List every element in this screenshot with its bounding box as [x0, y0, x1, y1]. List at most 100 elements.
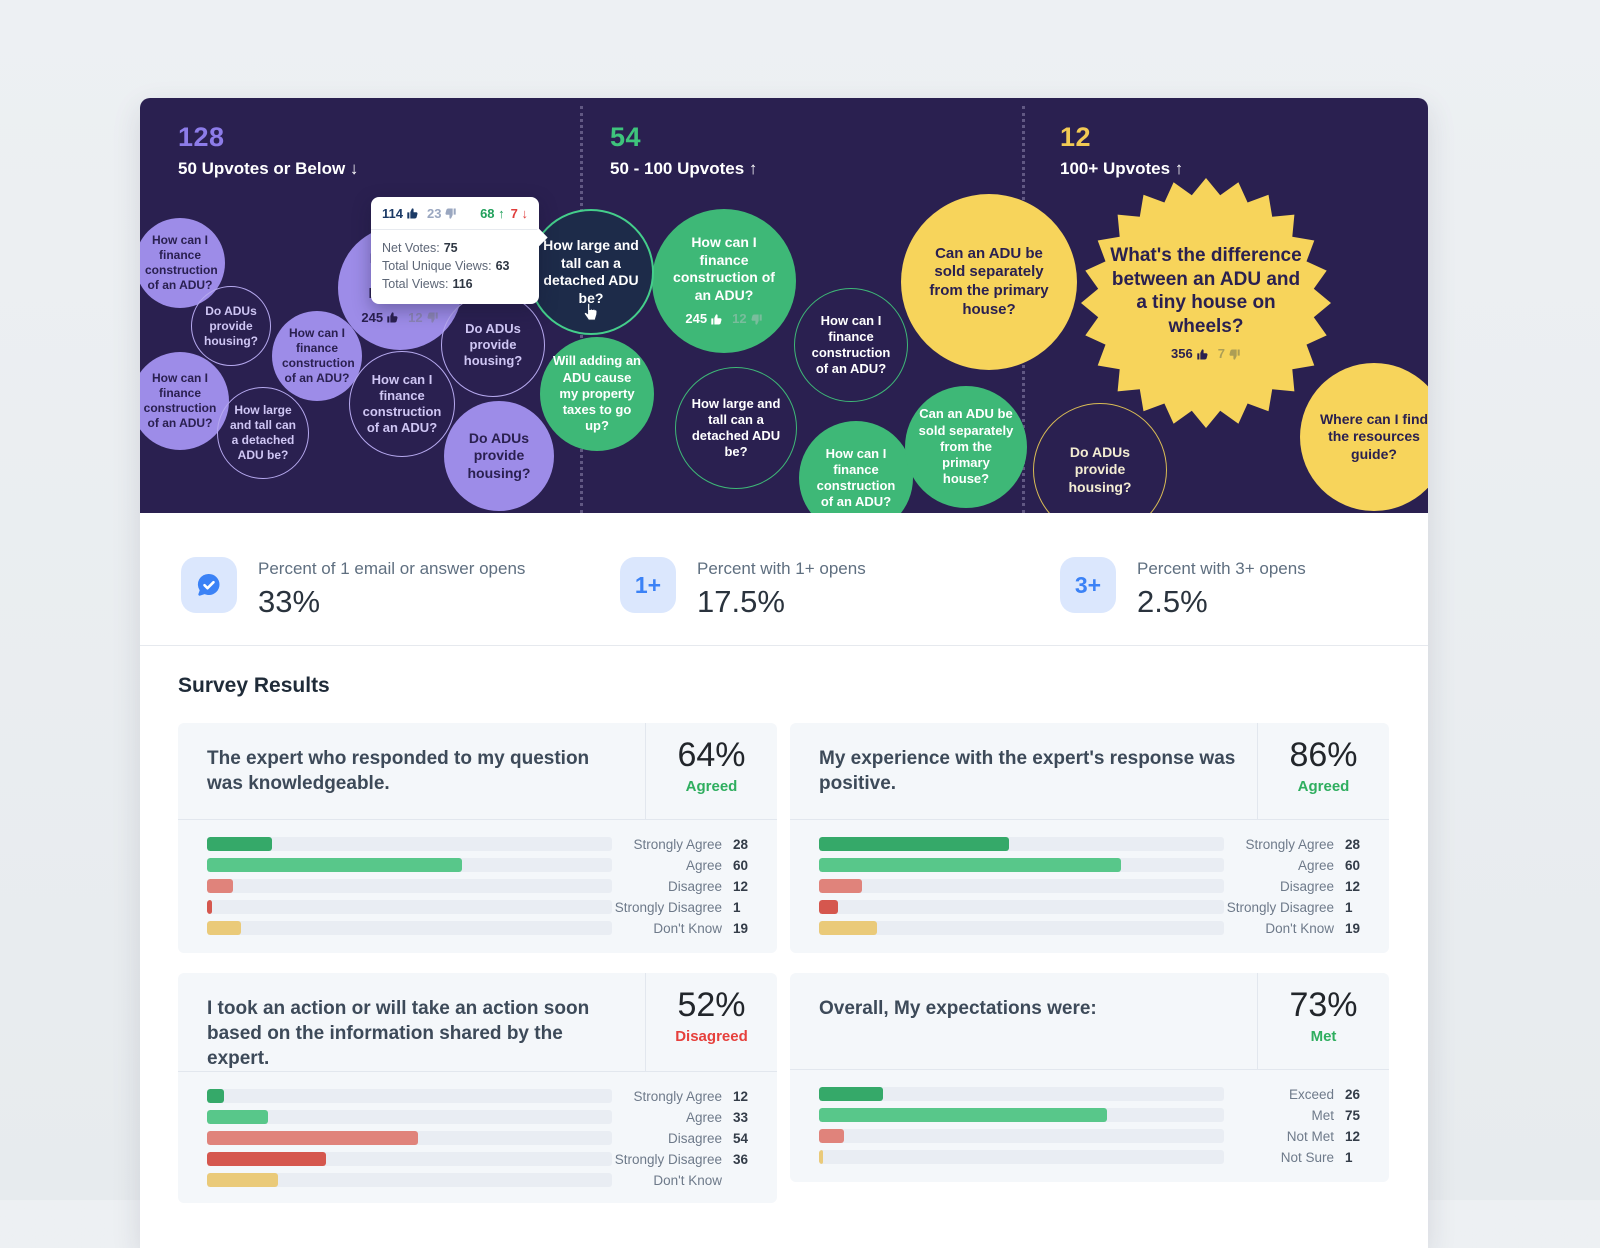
survey-bar-row: Strongly Disagree 36: [207, 1152, 759, 1167]
stat-label: Percent with 1+ opens: [697, 559, 866, 578]
survey-results-title: Survey Results: [178, 674, 330, 697]
thumbs-down-count: 7: [1218, 346, 1241, 362]
bar-value: 33: [733, 1109, 749, 1125]
survey-question: Overall, My expectations were:: [819, 998, 1097, 1019]
bar-label: Strongly Agree: [633, 1088, 722, 1104]
survey-question: The expert who responded to my question …: [207, 748, 590, 795]
bubble-question-text: Do ADUs provide housing?: [204, 303, 258, 348]
survey-bar-row: Agree 60: [207, 857, 759, 873]
tooltip-upvotes: 114: [382, 206, 419, 221]
question-bubble[interactable]: How can I finance construction of an ADU…: [140, 352, 229, 450]
bar-track: [207, 1173, 612, 1188]
question-bubble[interactable]: How can I finance construction of an ADU…: [349, 351, 455, 457]
bar-label: Exceed: [1288, 1086, 1334, 1102]
bar-value: 28: [733, 836, 749, 852]
bar-track: [207, 1110, 612, 1125]
group-count: 12: [1060, 122, 1092, 152]
bar-track: [207, 1089, 612, 1104]
bubble-question-text: How can I finance construction of an ADU…: [282, 326, 355, 385]
bar-fill: [819, 879, 862, 893]
bar-label: Strongly Disagree: [614, 899, 722, 915]
bar-fill: [207, 879, 233, 893]
survey-percent: 73%: [1289, 986, 1358, 1024]
survey-bar-row: Strongly Agree 12: [207, 1088, 759, 1104]
survey-percent-block: 86% Agreed: [1257, 723, 1389, 819]
bar-label: Disagree: [1279, 878, 1334, 894]
question-bubble[interactable]: Do ADUs provide housing?: [444, 401, 554, 511]
bar-label: Not Sure: [1280, 1149, 1334, 1165]
stat-label: Percent with 3+ opens: [1137, 559, 1306, 578]
survey-status: Disagreed: [675, 1028, 748, 1045]
group-label: 100+ Upvotes ↑: [1060, 159, 1184, 178]
bar-value: 60: [733, 857, 749, 873]
survey-card-header: The expert who responded to my question …: [178, 723, 777, 820]
survey-percent-block: 64% Agreed: [645, 723, 777, 819]
question-bubble[interactable]: Can an ADU be sold separately from the p…: [901, 194, 1077, 370]
dashboard-card: 128 50 Upvotes or Below ↓ 54 50 - 100 Upvot…: [140, 98, 1428, 1248]
bar-track: [819, 921, 1224, 935]
bubble-question-text: Can an ADU be sold separately from the p…: [929, 244, 1049, 318]
bar-fill: [207, 858, 463, 872]
bar-label: Disagree: [667, 878, 722, 894]
question-bubble[interactable]: How large and tall can a detached ADU be…: [675, 367, 797, 489]
survey-card-header: I took an action or will take an action …: [178, 973, 777, 1073]
thumbs-down-count: 12: [732, 311, 762, 327]
survey-bar-row: Strongly Disagree 1: [207, 899, 759, 915]
thumbs-up-count: 245: [361, 310, 399, 326]
bubble-question-text: Will adding an ADU cause my property tax…: [553, 353, 641, 434]
vote-counts: 356 7: [1171, 346, 1241, 362]
question-bubble[interactable]: How can I finance construction of an ADU…: [652, 209, 796, 353]
group-count: 128: [178, 122, 225, 152]
bar-label: Met: [1311, 1107, 1334, 1123]
tooltip-stat-row: Total Unique Views: 63: [382, 259, 510, 273]
bar-label: Agree: [685, 1109, 722, 1125]
survey-percent: 64%: [677, 736, 746, 774]
bar-value: 12: [1345, 878, 1361, 894]
survey-bar-row: Strongly Disagree 1: [819, 899, 1371, 915]
bubble-question-text: Can an ADU be sold separately from the p…: [918, 406, 1014, 487]
bubble-question-text: Do ADUs provide housing?: [467, 429, 531, 481]
question-bubble[interactable]: Can an ADU be sold separately from the p…: [905, 386, 1027, 508]
question-bubble[interactable]: Will adding an ADU cause my property tax…: [540, 337, 654, 451]
bar-fill: [819, 1087, 883, 1101]
survey-bars: Strongly Agree 28 Agree 60 Disagree 12 Strongl…: [790, 820, 1389, 952]
bar-value: 1: [1345, 899, 1353, 915]
question-bubble[interactable]: Do ADUs provide housing?: [191, 286, 271, 366]
bar-track: [207, 1131, 612, 1146]
bar-fill: [207, 1110, 268, 1125]
bar-value: 28: [1345, 836, 1361, 852]
bar-fill: [207, 1131, 418, 1146]
hand-cursor-icon: [581, 300, 601, 327]
survey-question: I took an action or will take an action …: [207, 998, 590, 1070]
stat-item-1: Percent of 1 email or answer opens 33%: [181, 557, 525, 620]
bubble-question-text: How large and tall can a detached ADU be…: [229, 403, 297, 462]
survey-bars: Exceed 26 Met 75 Not Met 12 Not Sure 1: [790, 1070, 1389, 1181]
question-bubble[interactable]: How large and tall can a detached ADU be…: [217, 387, 309, 479]
bar-track: [207, 837, 612, 851]
question-bubble[interactable]: How can I finance construction of an ADU…: [794, 288, 908, 402]
survey-bar-row: Strongly Agree 28: [819, 836, 1371, 852]
bar-track: [207, 879, 612, 893]
vote-counts: 245 12: [361, 310, 438, 326]
survey-percent: 52%: [677, 986, 746, 1024]
thumbs-up-count: 245: [685, 311, 723, 327]
bar-label: Don't Know: [653, 1172, 722, 1188]
bar-fill: [819, 921, 877, 935]
question-bubble[interactable]: How can I finance construction of an ADU…: [272, 311, 362, 401]
upvote-group-header-0: 128 50 Upvotes or Below ↓: [178, 122, 358, 179]
survey-card-4: Overall, My expectations were: 73% Met Exce…: [790, 973, 1389, 1182]
question-bubble[interactable]: Do ADUs provide housing?: [441, 293, 545, 397]
stat-item-2: 1+ Percent with 1+ opens 17.5%: [620, 557, 866, 620]
bar-value: 60: [1345, 857, 1361, 873]
bar-label: Agree: [685, 857, 722, 873]
question-bubble[interactable]: How can I finance construction of an ADU…: [799, 421, 913, 513]
bar-fill: [819, 1150, 823, 1164]
upvote-bubble-chart: 128 50 Upvotes or Below ↓ 54 50 - 100 Upvot…: [140, 98, 1428, 513]
bar-label: Don't Know: [653, 920, 722, 936]
survey-percent-block: 52% Disagreed: [645, 973, 777, 1072]
question-bubble[interactable]: What's the difference between an ADU and…: [1081, 178, 1331, 428]
bar-track: [819, 1150, 1224, 1164]
bubble-question-text: How can I finance construction of an ADU…: [362, 371, 442, 436]
bar-value: 12: [733, 878, 749, 894]
bar-track: [207, 900, 612, 914]
